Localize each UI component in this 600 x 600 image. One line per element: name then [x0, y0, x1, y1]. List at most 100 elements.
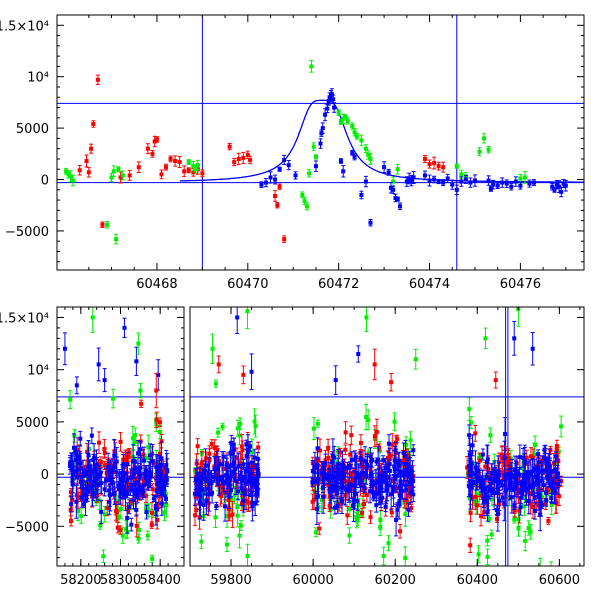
data-marker: [89, 433, 94, 438]
data-marker: [238, 421, 243, 426]
data-point-blue: [156, 359, 161, 391]
data-marker: [500, 180, 505, 185]
data-marker: [323, 112, 328, 117]
data-marker: [368, 220, 373, 225]
data-point-blue: [363, 175, 368, 188]
data-marker: [389, 510, 394, 515]
data-point-green: [68, 390, 73, 409]
data-marker: [127, 173, 132, 178]
data-marker: [77, 168, 82, 173]
data-marker: [165, 469, 170, 474]
data-marker: [307, 171, 312, 176]
data-point-blue: [193, 468, 198, 491]
data-marker: [348, 452, 353, 457]
data-point-green: [336, 109, 341, 117]
data-marker: [82, 470, 87, 475]
data-marker: [329, 494, 334, 499]
data-point-blue: [350, 149, 355, 156]
data-marker: [145, 146, 150, 151]
data-marker: [94, 493, 99, 498]
data-point-red: [282, 235, 287, 243]
data-marker: [482, 136, 487, 141]
data-marker: [379, 470, 384, 475]
data-marker: [404, 442, 409, 447]
data-marker: [386, 170, 391, 175]
data-marker: [193, 167, 198, 172]
data-marker: [143, 493, 148, 498]
data-marker: [214, 503, 219, 508]
data-point-green: [454, 163, 459, 169]
data-marker: [409, 505, 414, 510]
data-point-blue: [71, 468, 76, 477]
data-point-green: [120, 527, 125, 544]
data-marker: [156, 372, 161, 377]
data-marker: [349, 457, 354, 462]
data-point-blue: [382, 161, 387, 174]
data-point-blue: [422, 170, 427, 181]
model-fit-curve: [179, 99, 584, 183]
data-marker: [395, 507, 400, 512]
data-point-green: [150, 554, 155, 563]
data-marker: [197, 474, 202, 479]
data-point-red: [139, 399, 144, 408]
data-marker: [137, 527, 142, 532]
data-marker: [403, 483, 408, 488]
data-point-red: [154, 411, 159, 429]
data-marker: [364, 415, 369, 420]
data-point-blue: [395, 196, 400, 202]
data-marker: [518, 176, 523, 181]
data-marker: [129, 499, 134, 504]
data-marker: [381, 553, 386, 558]
data-point-green: [522, 171, 527, 184]
data-point-red: [358, 434, 363, 452]
data-marker: [100, 222, 105, 227]
data-marker: [136, 165, 141, 170]
data-point-blue: [215, 451, 220, 486]
data-marker: [97, 474, 102, 479]
data-point-blue: [83, 480, 88, 498]
data-point-blue: [559, 186, 564, 198]
data-marker: [186, 160, 191, 165]
data-marker: [139, 401, 144, 406]
data-point-green: [120, 170, 125, 181]
data-marker: [157, 451, 162, 456]
data-point-green: [220, 422, 225, 431]
data-point-blue: [144, 504, 149, 520]
data-point-blue: [563, 179, 568, 192]
data-marker: [363, 179, 368, 184]
data-point-blue: [248, 441, 253, 452]
data-point-blue: [136, 440, 141, 467]
data-marker: [126, 507, 131, 512]
data-point-blue: [352, 153, 357, 161]
data-marker: [95, 77, 100, 82]
data-marker: [427, 162, 432, 167]
data-marker: [127, 504, 132, 509]
data-point-red: [398, 523, 403, 539]
data-marker: [88, 464, 93, 469]
data-marker: [81, 474, 86, 479]
data-marker: [107, 500, 112, 505]
data-marker: [114, 508, 119, 513]
data-point-blue: [332, 102, 337, 113]
data-marker: [108, 492, 113, 497]
data-marker: [68, 174, 73, 179]
data-marker: [136, 488, 141, 493]
data-point-red: [372, 425, 377, 448]
data-point-red: [230, 501, 235, 528]
data-marker: [206, 501, 211, 506]
x-tick-label: 60476: [500, 277, 541, 292]
data-marker: [118, 528, 123, 533]
data-point-green: [224, 537, 229, 552]
data-marker: [133, 433, 138, 438]
data-marker: [113, 501, 118, 506]
data-marker: [227, 513, 232, 518]
data-point-blue: [345, 461, 350, 475]
data-marker: [69, 502, 74, 507]
data-point-blue: [407, 172, 412, 185]
data-point-red: [186, 167, 191, 174]
data-marker: [240, 448, 245, 453]
data-marker: [313, 164, 318, 169]
data-marker: [230, 512, 235, 517]
data-marker: [486, 178, 491, 183]
data-marker: [118, 506, 123, 511]
